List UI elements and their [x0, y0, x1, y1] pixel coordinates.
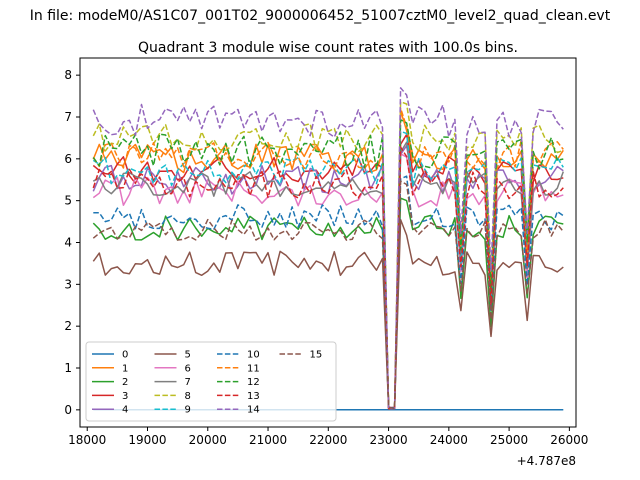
series-line-6 — [92, 153, 564, 409]
legend-label-5: 5 — [185, 350, 191, 361]
y-tick-label: 1 — [64, 361, 72, 375]
legend-label-8: 8 — [185, 391, 191, 402]
x-offset-label: +4.787e8 — [517, 454, 576, 468]
series-line-13 — [92, 146, 564, 410]
legend-label-0: 0 — [122, 350, 128, 361]
series-line-10 — [93, 175, 564, 409]
series-line-14 — [92, 87, 564, 410]
series-line-8 — [92, 100, 564, 410]
legend-label-7: 7 — [185, 377, 191, 388]
legend-frame — [85, 341, 337, 422]
y-axis: 0 1 2 3 4 5 6 7 8 — [64, 68, 80, 417]
x-tick-label: 24000 — [430, 433, 468, 447]
x-tick-label: 26000 — [550, 433, 588, 447]
legend-label-3: 3 — [122, 391, 128, 402]
series-line-12 — [92, 119, 564, 410]
y-tick-label: 8 — [64, 68, 72, 82]
figure-suptitle: In file: modeM0/AS1C07_001T02_9000006452… — [30, 8, 611, 24]
y-tick-label: 5 — [64, 194, 72, 208]
x-tick-label: 21000 — [249, 433, 287, 447]
legend-label-2: 2 — [122, 377, 128, 388]
y-tick-label: 6 — [64, 152, 72, 166]
legend-label-4: 4 — [122, 405, 128, 416]
y-tick-label: 7 — [64, 110, 72, 124]
series-line-5 — [92, 218, 564, 410]
y-tick-label: 4 — [64, 236, 72, 250]
y-tick-label: 2 — [64, 319, 72, 333]
x-axis: 18000 19000 20000 21000 22000 23000 24000 25000… — [68, 427, 588, 447]
x-tick-label: 20000 — [189, 433, 227, 447]
series-line-15 — [92, 180, 564, 410]
x-tick-label: 19000 — [128, 433, 166, 447]
series-line-11 — [92, 107, 564, 410]
y-tick-label: 3 — [64, 277, 72, 291]
x-tick-label: 25000 — [490, 433, 528, 447]
legend-label-11: 11 — [247, 363, 260, 374]
series-layer — [92, 87, 565, 411]
legend-label-9: 9 — [185, 405, 191, 416]
legend-label-14: 14 — [247, 405, 260, 416]
x-tick-label: 22000 — [309, 433, 347, 447]
legend-label-1: 1 — [122, 363, 128, 374]
legend-label-15: 15 — [310, 350, 323, 361]
legend-label-12: 12 — [247, 377, 260, 388]
legend-label-13: 13 — [247, 391, 260, 402]
x-tick-label: 18000 — [68, 433, 106, 447]
x-tick-label: 23000 — [369, 433, 407, 447]
legend-label-6: 6 — [185, 363, 191, 374]
chart-title: Quadrant 3 module wise count rates with … — [138, 40, 518, 56]
y-tick-label: 0 — [64, 403, 72, 417]
legend-label-10: 10 — [247, 350, 260, 361]
